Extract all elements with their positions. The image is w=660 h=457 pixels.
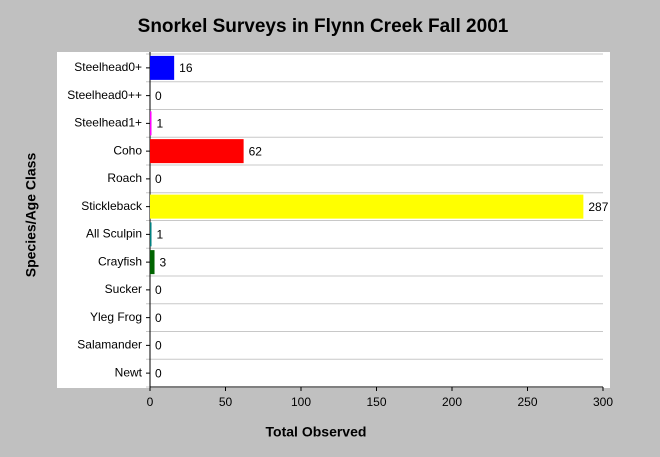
y-tick-label: Coho xyxy=(113,143,142,157)
bar xyxy=(150,111,152,136)
y-tick-label: Roach xyxy=(107,171,142,185)
x-tick-label: 100 xyxy=(291,395,311,409)
bar xyxy=(150,250,155,275)
value-label: 1 xyxy=(157,117,164,131)
y-tick-label: Stickleback xyxy=(81,199,143,213)
value-label: 0 xyxy=(155,283,162,297)
y-tick-label: All Sculpin xyxy=(86,227,142,241)
bar xyxy=(150,222,152,247)
value-label: 0 xyxy=(155,172,162,186)
y-tick-label: Sucker xyxy=(105,282,142,296)
y-tick-label: Steelhead0+ xyxy=(74,60,142,74)
x-tick-label: 200 xyxy=(442,395,462,409)
y-tick-label: Yleg Frog xyxy=(90,310,142,324)
value-label: 0 xyxy=(155,89,162,103)
y-tick-label: Steelhead0++ xyxy=(67,88,142,102)
x-tick-label: 250 xyxy=(517,395,537,409)
value-label: 1 xyxy=(157,228,164,242)
x-tick-label: 300 xyxy=(593,395,613,409)
value-label: 0 xyxy=(155,339,162,353)
x-tick-label: 0 xyxy=(147,395,154,409)
value-label: 287 xyxy=(588,200,608,214)
y-tick-label: Crayfish xyxy=(98,254,142,268)
y-axis-title: Species/Age Class xyxy=(23,153,39,278)
value-label: 0 xyxy=(155,366,162,380)
value-label: 62 xyxy=(249,144,263,158)
bar xyxy=(150,55,175,80)
y-tick-label: Newt xyxy=(115,365,143,379)
y-tick-label: Salamander xyxy=(77,338,142,352)
chart-title: Snorkel Surveys in Flynn Creek Fall 2001 xyxy=(138,16,509,37)
x-tick-label: 50 xyxy=(219,395,233,409)
value-label: 3 xyxy=(160,255,167,269)
bar xyxy=(150,139,244,164)
x-axis-title: Total Observed xyxy=(266,424,367,440)
value-label: 16 xyxy=(179,61,193,75)
bar xyxy=(150,194,584,219)
y-tick-label: Steelhead1+ xyxy=(74,116,142,130)
value-label: 0 xyxy=(155,311,162,325)
x-tick-label: 150 xyxy=(366,395,386,409)
